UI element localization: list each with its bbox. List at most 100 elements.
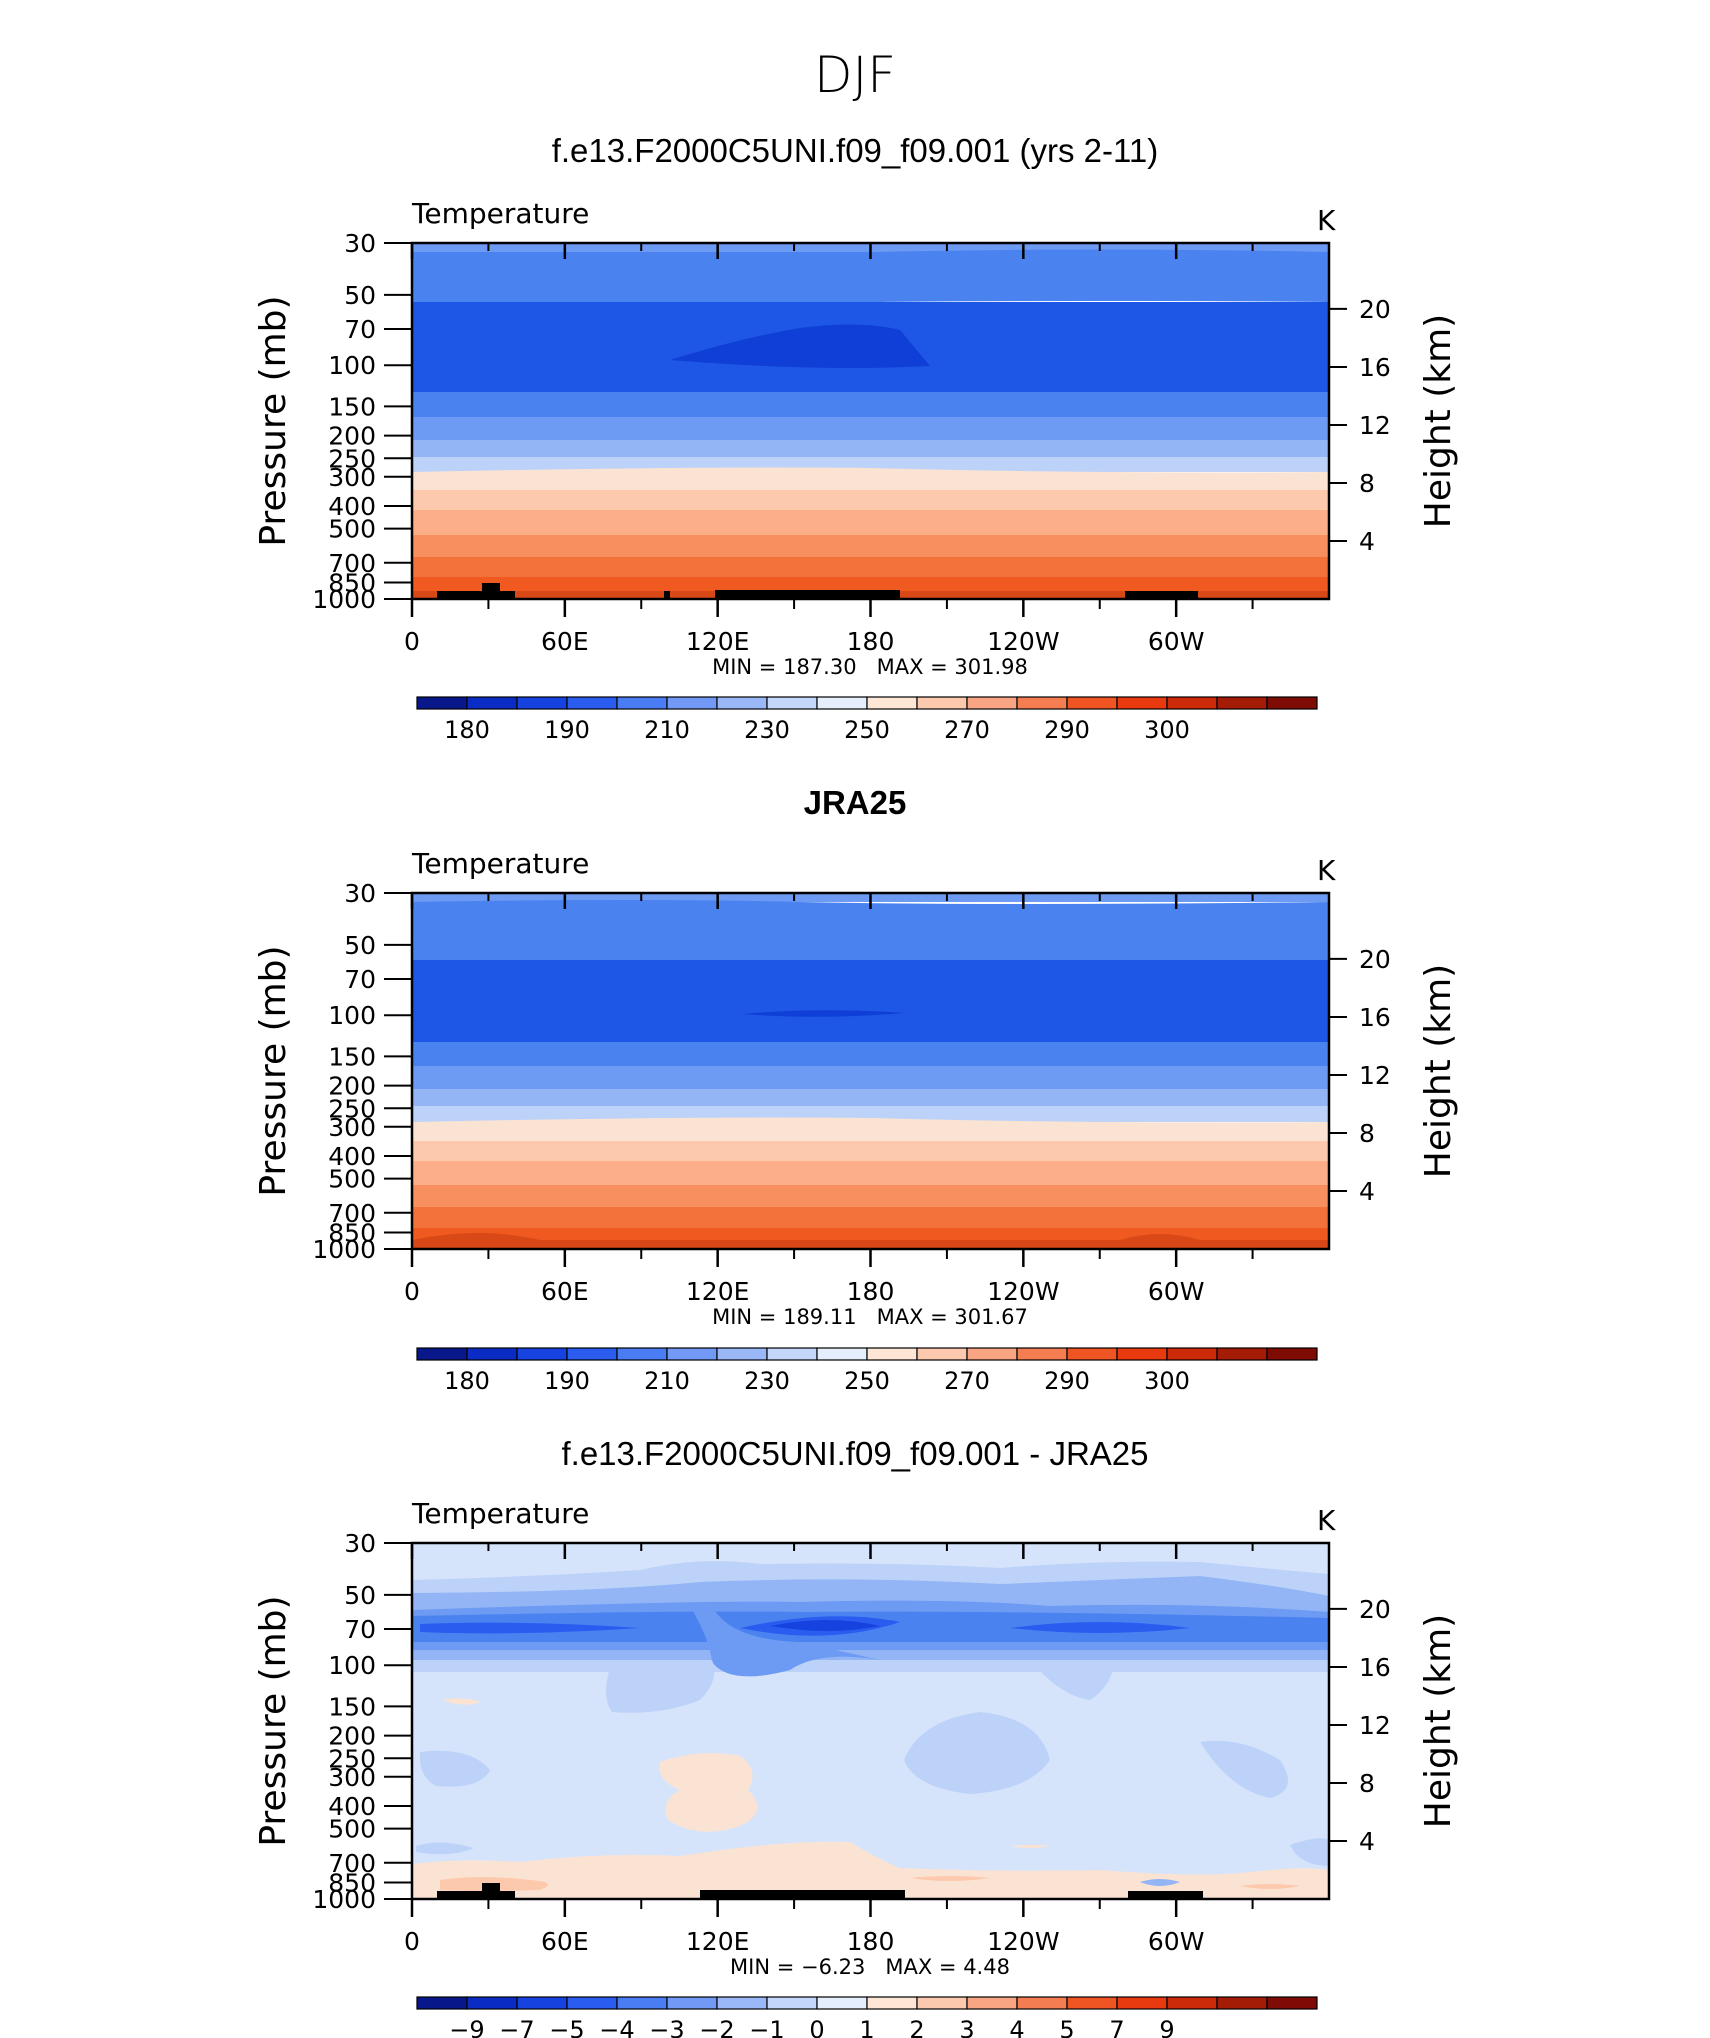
- panel-3-colorbar-label: −2: [699, 2016, 734, 2038]
- panel-1-plot: [410, 241, 1331, 601]
- panel-2-title: JRA25: [803, 784, 907, 821]
- panel-3-colorbar-label: 2: [909, 2016, 924, 2038]
- panel-3-units: K: [1317, 1504, 1336, 1537]
- panel-3-colorbar-box: [966, 1996, 1018, 2010]
- panel-1-ytick-label: 250: [328, 444, 376, 473]
- panel-1-ytick-label: 70: [344, 315, 376, 344]
- panel-1-colorbar-box: [616, 696, 668, 710]
- panel-2-colorbar-label: 210: [644, 1367, 690, 1395]
- panel-2-ytick-label: 700: [328, 1199, 376, 1228]
- panel-2-units: K: [1317, 854, 1336, 887]
- panel-1-colorbar-label: 230: [744, 716, 790, 744]
- panel-2-colorbar-label: 190: [544, 1367, 590, 1395]
- panel-1-ytick-label: 500: [328, 515, 376, 544]
- panel-3-ytick-label: 850: [328, 1869, 376, 1898]
- panel-3-ytick-label: 700: [328, 1849, 376, 1878]
- panel-2-colorbar-box: [1016, 1347, 1068, 1361]
- panel-3-xtick-label: 120E: [686, 1927, 750, 1956]
- panel-3-y2tick-label: 8: [1359, 1769, 1375, 1798]
- panel-3-title: f.e13.F2000C5UNI.f09_f09.001 - JRA25: [561, 1435, 1149, 1472]
- panel-3-colorbar-box: [916, 1996, 968, 2010]
- panel-3-ylabel: Pressure (mb): [253, 1595, 294, 1846]
- panel-1-colorbar-box: [966, 696, 1018, 710]
- panel-2-plot: [410, 891, 1331, 1251]
- panel-2-colorbar-box: [516, 1347, 568, 1361]
- panel-2-y2tick-label: 8: [1359, 1119, 1375, 1148]
- panel-1-colorbar-label: 180: [444, 716, 490, 744]
- panel-1-colorbar-label: 190: [544, 716, 590, 744]
- panel-1-colorbar-label: 250: [844, 716, 890, 744]
- panel-3-colorbar-box: [666, 1996, 718, 2010]
- panel-1-ytick-label: 300: [328, 463, 376, 492]
- panel-3-colorbar-label: −4: [599, 2016, 634, 2038]
- panel-3-colorbar-label: −1: [749, 2016, 784, 2038]
- panel-1-colorbar-box: [566, 696, 618, 710]
- panel-2-ytick-label: 1000: [312, 1235, 376, 1264]
- panel-3-topography: [437, 1883, 1203, 1899]
- panel-2-y2tick-label: 12: [1359, 1061, 1391, 1090]
- panel-3-left-string: Temperature: [411, 1497, 589, 1530]
- panel-2-xtick-label: 60E: [541, 1277, 589, 1306]
- panel-2-colorbar-box: [416, 1347, 468, 1361]
- panel-2-xtick-label: 60W: [1148, 1277, 1205, 1306]
- panel-3-xtick-label: 120W: [987, 1927, 1059, 1956]
- panel-1-y2tick-label: 8: [1359, 469, 1375, 498]
- panel-2-ytick-label: 250: [328, 1094, 376, 1123]
- panel-1-xtick-label: 120W: [987, 627, 1059, 656]
- panel-3-colorbar-label: −3: [649, 2016, 684, 2038]
- panel-3-colorbar-label: −5: [549, 2016, 584, 2038]
- panel-2-y2label: Height (km): [1418, 964, 1459, 1178]
- panel-3-colorbar-box: [1066, 1996, 1118, 2010]
- panel-1-colorbar-label: 300: [1144, 716, 1190, 744]
- panel-3-colorbar-label: 3: [959, 2016, 974, 2038]
- panel-1-xtick-label: 60W: [1148, 627, 1205, 656]
- panel-3-xtick-label: 0: [404, 1927, 420, 1956]
- panel-1-xtick-label: 0: [404, 627, 420, 656]
- panel-3-colorbar-box: [816, 1996, 868, 2010]
- panel-2-ytick-label: 70: [344, 965, 376, 994]
- panel-1-ytick-label: 50: [344, 281, 376, 310]
- panel-2-colorbar-label: 270: [944, 1367, 990, 1395]
- panel-1-left-string: Temperature: [411, 197, 589, 230]
- panel-1-ytick-label: 200: [328, 422, 376, 451]
- panel-3-colorbar-label: 0: [809, 2016, 824, 2038]
- panel-3-colorbar-label: 7: [1109, 2016, 1124, 2038]
- panel-3-xtick-label: 60W: [1148, 1927, 1205, 1956]
- panel-1-ytick-label: 100: [328, 351, 376, 380]
- panel-1-colorbar-box: [1266, 696, 1318, 710]
- panel-3-colorbar-box: [1116, 1996, 1168, 2010]
- panel-2-xtick-label: 0: [404, 1277, 420, 1306]
- panel-3-colorbar-label: −7: [499, 2016, 534, 2038]
- panel-3-colorbar-label: 9: [1159, 2016, 1174, 2038]
- panel-2-y2tick-label: 20: [1359, 945, 1391, 974]
- panel-2-ylabel: Pressure (mb): [253, 945, 294, 1196]
- panel-2-ytick-label: 150: [328, 1042, 376, 1071]
- panel-1-ytick-label: 850: [328, 569, 376, 598]
- panel-2-ytick-label: 300: [328, 1113, 376, 1142]
- panel-2-colorbar-label: 300: [1144, 1367, 1190, 1395]
- panel-2-colorbar-box: [1266, 1347, 1318, 1361]
- panel-2-colorbar-box: [1116, 1347, 1168, 1361]
- panel-1-colorbar-box: [716, 696, 768, 710]
- panel-1-colorbar-box: [916, 696, 968, 710]
- panel-2-ytick-label: 100: [328, 1001, 376, 1030]
- panel-3-colorbar-box: [1166, 1996, 1218, 2010]
- panel-1-colorbar-label: 210: [644, 716, 690, 744]
- panel-3-colorbar-box: [1016, 1996, 1068, 2010]
- panel-3-colorbar-box: [766, 1996, 818, 2010]
- panel-1-colorbar-box: [866, 696, 918, 710]
- panel-3-colorbar-box: [716, 1996, 768, 2010]
- panel-1-y2tick-label: 16: [1359, 353, 1391, 382]
- panel-1-colorbar-box: [1066, 696, 1118, 710]
- panel-3-xtick-label: 180: [847, 1927, 895, 1956]
- panel-1-xtick-label: 60E: [541, 627, 589, 656]
- panel-2-xtick-label: 180: [847, 1277, 895, 1306]
- panel-2-colorbar-box: [466, 1347, 518, 1361]
- panel-1-xtick-label: 120E: [686, 627, 750, 656]
- panel-2-colorbar-box: [916, 1347, 968, 1361]
- panel-2-colorbar-box: [1066, 1347, 1118, 1361]
- panel-3-colorbar-box: [616, 1996, 668, 2010]
- panel-1-y2label: Height (km): [1418, 314, 1459, 528]
- panel-3-ytick-label: 300: [328, 1763, 376, 1792]
- panel-2-colorbar-box: [1216, 1347, 1268, 1361]
